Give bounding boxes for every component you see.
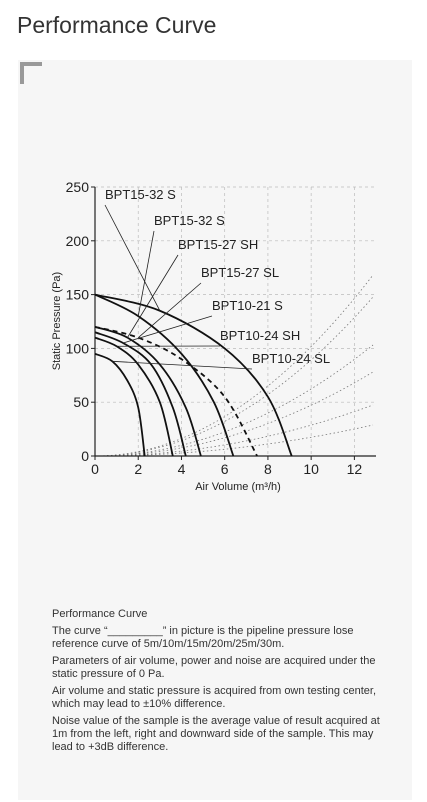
note-paragraph: Air volume and static pressure is acquir… xyxy=(52,685,377,710)
curve-label: BPT15-32 S xyxy=(105,187,176,202)
x-tick-label: 12 xyxy=(347,461,363,477)
notes: Performance Curve The curve “_________” … xyxy=(52,608,382,758)
performance-curve xyxy=(94,293,293,457)
curve-label: BPT10-24 SH xyxy=(220,328,300,343)
leader-line xyxy=(122,315,213,344)
pipeline-curve xyxy=(94,404,374,457)
pipeline-curves xyxy=(94,274,374,457)
performance-curve xyxy=(94,293,235,457)
pipeline-curve xyxy=(94,424,374,457)
y-tick-label: 150 xyxy=(66,287,90,303)
x-tick-label: 2 xyxy=(134,461,142,477)
x-tick-label: 8 xyxy=(264,461,272,477)
curve-label: BPT15-27 SL xyxy=(201,265,279,280)
chart: Static Pressure (Pa) Air Volume (m³/h) 0… xyxy=(20,62,376,493)
corner-icon xyxy=(20,62,42,84)
performance-curve xyxy=(94,336,174,457)
y-axis-label: Static Pressure (Pa) xyxy=(51,272,63,370)
y-tick-label: 0 xyxy=(81,448,89,464)
pipeline-curve xyxy=(94,296,374,457)
leader-line xyxy=(127,254,179,338)
axes xyxy=(94,187,376,457)
pipeline-curve xyxy=(94,371,374,457)
x-tick-label: 0 xyxy=(91,461,99,477)
leader-line xyxy=(137,282,202,338)
y-tick-label: 100 xyxy=(66,340,90,356)
note-paragraph: The curve “_________” in picture is the … xyxy=(52,625,354,650)
performance-curve xyxy=(94,326,258,457)
curve-label: BPT10-21 S xyxy=(212,298,283,313)
curve-label: BPT15-27 SH xyxy=(178,237,258,252)
performance-curve xyxy=(94,352,146,457)
note-paragraph: Parameters of air volume, power and nois… xyxy=(52,655,376,680)
pipeline-curve xyxy=(94,344,374,457)
leader-line xyxy=(137,230,155,317)
y-tick-label: 200 xyxy=(66,233,90,249)
performance-curve xyxy=(94,331,187,457)
performance-curve xyxy=(94,326,202,457)
leader-line xyxy=(104,204,161,311)
notes-heading: Performance Curve xyxy=(52,608,148,620)
x-tick-label: 10 xyxy=(303,461,319,477)
page-title: Performance Curve xyxy=(17,12,217,38)
pipeline-curve xyxy=(94,274,374,457)
curve-label: BPT15-32 S xyxy=(154,213,225,228)
curve-label: BPT10-24 SL xyxy=(252,351,330,366)
x-tick-label: 4 xyxy=(178,461,186,477)
panel xyxy=(18,60,412,800)
leader-line xyxy=(112,360,253,370)
x-axis-label: Air Volume (m³/h) xyxy=(195,481,281,493)
y-tick-label: 50 xyxy=(73,394,89,410)
note-paragraph: Noise value of the sample is the average… xyxy=(52,715,380,753)
x-tick-label: 6 xyxy=(221,461,229,477)
y-tick-label: 250 xyxy=(66,179,90,195)
